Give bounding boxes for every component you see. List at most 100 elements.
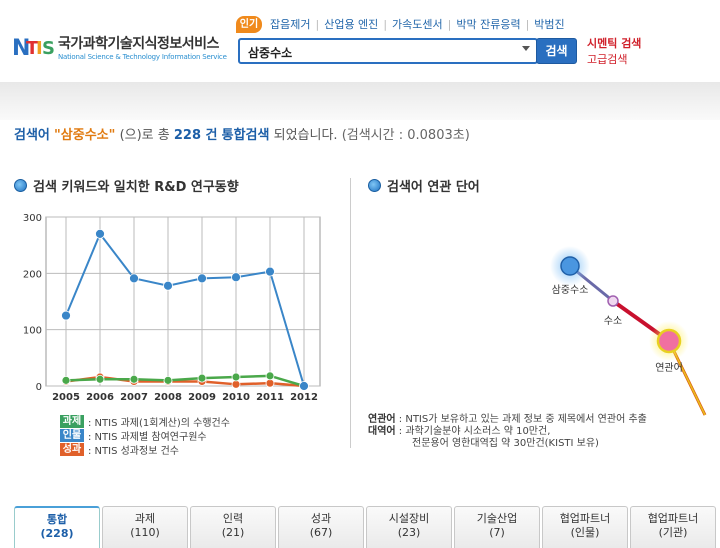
tab-partner-orgs[interactable]: 협업파트너 (기관) xyxy=(630,506,716,548)
legend-tag: 성과 xyxy=(60,442,84,456)
data-point xyxy=(231,379,241,389)
separator: | xyxy=(525,18,530,31)
tab-count: (23) xyxy=(397,526,421,539)
tab-partner-people[interactable]: 협업파트너 (인물) xyxy=(542,506,628,548)
tab-facilities[interactable]: 시설장비 (23) xyxy=(366,506,452,548)
bullet-icon xyxy=(14,179,27,192)
data-point xyxy=(197,373,207,383)
node-related[interactable] xyxy=(656,328,682,354)
tab-results[interactable]: 성과 (67) xyxy=(278,506,364,548)
data-point xyxy=(163,280,173,291)
section-divider xyxy=(350,178,351,448)
data-point xyxy=(129,374,139,384)
summary-query: "삼중수소" xyxy=(54,128,116,143)
legend-tag: 인물 xyxy=(60,428,84,442)
desc-label: 대역어 xyxy=(368,426,396,437)
summary-count: 228 건 xyxy=(173,128,218,143)
data-point xyxy=(265,266,275,277)
semantic-search-link[interactable]: 시멘틱 검색 xyxy=(587,37,642,50)
x-tick-label: 2007 xyxy=(120,392,148,403)
x-tick-label: 2008 xyxy=(154,392,182,403)
ntis-logo[interactable]: N T I S 국가과학기술지식정보서비스 National Science &… xyxy=(12,36,227,62)
data-point xyxy=(265,378,275,388)
tab-projects[interactable]: 과제 (110) xyxy=(102,506,188,548)
search-box xyxy=(238,38,538,64)
trend-title-text: 검색 키워드와 일치한 R&D 연구동향 xyxy=(33,180,239,195)
related-title-text: 검색어 연관 단어 xyxy=(387,180,480,195)
data-point xyxy=(231,272,241,283)
x-tick-label: 2005 xyxy=(52,392,80,403)
y-tick-label: 200 xyxy=(23,269,42,280)
tab-label: 시설장비 xyxy=(388,512,430,525)
tab-people[interactable]: 인력 (21) xyxy=(190,506,276,548)
chart-legend: 과제 : NTIS 과제(1회계산)의 수행건수 인물 : NTIS 과제별 참… xyxy=(60,414,230,457)
tab-tech-industry[interactable]: 기술산업 (7) xyxy=(454,506,540,548)
popular-keywords: 잡음제거 | 산업용 엔진 | 가속도센서 | 박막 잔류응력 | 박범진 xyxy=(270,16,565,33)
summary-prefix: 검색어 xyxy=(14,128,50,143)
header-band xyxy=(0,82,720,120)
plot-area xyxy=(45,216,321,387)
tab-count: (67) xyxy=(309,526,333,539)
x-tick-label: 2009 xyxy=(188,392,216,403)
popular-keyword-link[interactable]: 박막 잔류응력 xyxy=(456,18,521,31)
summary-suffix: 되었습니다. xyxy=(273,128,338,143)
legend-item: 성과 : NTIS 성과정보 건수 xyxy=(60,442,230,457)
x-tick-label: 2006 xyxy=(86,392,114,403)
popular-badge: 인기 xyxy=(236,16,262,33)
legend-item: 과제 : NTIS 과제(1회계산)의 수행건수 xyxy=(60,414,230,429)
data-point xyxy=(95,374,105,384)
popular-keyword-link[interactable]: 잡음제거 xyxy=(270,18,311,31)
tab-label: 성과 xyxy=(310,512,332,525)
search-time: (검색시간 : 0.0803초) xyxy=(341,128,470,143)
trend-section-title: 검색 키워드와 일치한 R&D 연구동향 xyxy=(14,176,239,195)
data-point xyxy=(163,375,173,385)
advanced-search-link[interactable]: 고급검색 xyxy=(587,53,628,66)
tab-count: (21) xyxy=(221,526,245,539)
data-point xyxy=(197,273,207,284)
y-tick-label: 100 xyxy=(23,326,42,337)
node-label: 연관어 xyxy=(655,362,683,374)
search-button[interactable]: 검색 xyxy=(536,38,577,64)
tab-label: 기술산업 xyxy=(476,512,518,525)
separator: | xyxy=(383,18,388,31)
tab-label: 인력 xyxy=(222,512,244,525)
series-line xyxy=(65,375,305,388)
data-point xyxy=(231,372,241,382)
data-point xyxy=(61,375,71,385)
x-tick-label: 2011 xyxy=(256,392,284,403)
x-tick-label: 2010 xyxy=(222,392,250,403)
data-point xyxy=(95,229,105,239)
legend-text: : NTIS 과제별 참여연구원수 xyxy=(88,431,207,443)
related-description: 연관어 : NTIS가 보유하고 있는 과제 정보 중 제목에서 연관어 추출 … xyxy=(368,414,647,450)
series-line xyxy=(65,374,305,388)
data-point xyxy=(129,273,139,284)
desc-text: 전문용어 영한대역집 약 30만건(KISTI 보유) xyxy=(412,438,599,449)
bullet-icon xyxy=(368,179,381,192)
ntis-logo-mark-icon: N T I S xyxy=(12,36,55,61)
node-samjungsuso[interactable] xyxy=(560,256,580,276)
tab-label: 통합 xyxy=(46,513,68,526)
trend-chart: 0 100 200 300 2005 2006 2007 2008 2009 2010 2011 20… xyxy=(23,213,321,403)
separator: | xyxy=(447,18,452,31)
node-label: 수소 xyxy=(604,315,622,327)
related-words-graph: 삼중수소 수소 연관어 xyxy=(550,246,707,416)
search-input[interactable] xyxy=(248,43,508,61)
legend-text: : NTIS 성과정보 건수 xyxy=(88,445,179,457)
tab-count: (228) xyxy=(40,527,74,540)
popular-keyword-link[interactable]: 가속도센서 xyxy=(392,18,443,31)
desc-label: 연관어 xyxy=(368,414,396,425)
data-point xyxy=(299,381,309,391)
data-point xyxy=(61,310,71,321)
y-tick-label: 0 xyxy=(36,382,42,393)
chevron-down-icon[interactable] xyxy=(522,46,530,51)
node-suso[interactable] xyxy=(607,295,619,307)
tab-integrated[interactable]: 통합 (228) xyxy=(14,506,100,548)
legend-text: : NTIS 과제(1회계산)의 수행건수 xyxy=(88,417,230,429)
summary-bold: 통합검색 xyxy=(221,128,270,143)
node-label: 삼중수소 xyxy=(552,284,589,296)
popular-keyword-link[interactable]: 박범진 xyxy=(534,18,565,31)
popular-keyword-link[interactable]: 산업용 엔진 xyxy=(324,18,379,31)
separator: | xyxy=(315,18,320,31)
tab-count: (110) xyxy=(130,526,160,539)
x-tick-label: 2012 xyxy=(290,392,318,403)
